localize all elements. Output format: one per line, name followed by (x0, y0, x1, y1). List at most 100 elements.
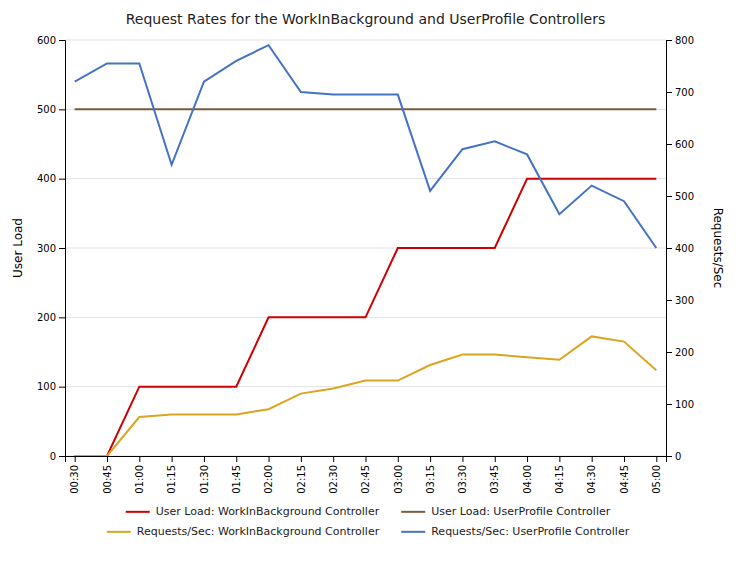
tick-label: 02:15 (296, 465, 307, 494)
legend-item: Requests/Sec: WorkInBackground Controlle… (107, 525, 380, 538)
tick: 03:30 (457, 456, 468, 494)
tick-label: 600 (675, 139, 694, 150)
tick: 01:15 (166, 456, 177, 494)
legend-label: User Load: UserProfile Controller (431, 505, 611, 518)
legend-swatch (401, 511, 425, 513)
tick: 400 (37, 173, 65, 184)
tick-label: 500 (37, 104, 56, 115)
tick-label: 00:30 (69, 465, 80, 494)
y2-axis: 0100200300400500600700800 (666, 35, 694, 462)
legend-swatch (401, 531, 425, 533)
tick-label: 04:00 (522, 465, 533, 494)
tick-label: 0 (50, 451, 56, 462)
tick: 02:15 (296, 456, 307, 494)
tick: 00:45 (102, 456, 113, 494)
tick-label: 01:30 (199, 465, 210, 494)
tick-mark (527, 456, 528, 462)
tick-label: 02:00 (263, 465, 274, 494)
tick-label: 600 (37, 35, 56, 46)
tick: 500 (37, 104, 65, 115)
tick-mark (398, 456, 399, 462)
tick-label: 100 (37, 381, 56, 392)
tick-mark (59, 456, 65, 457)
tick-mark (666, 456, 672, 457)
tick-label: 400 (37, 173, 56, 184)
tick: 03:00 (393, 456, 404, 494)
tick: 0 (50, 451, 65, 462)
tick-mark (430, 456, 431, 462)
tick: 04:30 (586, 456, 597, 494)
tick-mark (75, 456, 76, 462)
tick-mark (59, 109, 65, 110)
tick: 01:30 (199, 456, 210, 494)
tick: 01:00 (134, 456, 145, 494)
grid-line (65, 248, 666, 249)
legend-label: Requests/Sec: UserProfile Controller (431, 525, 629, 538)
tick: 800 (666, 35, 694, 46)
tick-mark (333, 456, 334, 462)
tick: 400 (666, 243, 694, 254)
axis-line (66, 457, 667, 463)
tick: 300 (37, 243, 65, 254)
tick: 100 (37, 381, 65, 392)
tick: 00:30 (69, 456, 80, 494)
tick-label: 04:45 (619, 465, 630, 494)
tick: 03:45 (489, 456, 500, 494)
tick: 0 (666, 451, 681, 462)
tick-mark (656, 456, 657, 462)
chart: 00:3000:4501:0001:1501:3001:4502:0002:15… (0, 0, 736, 566)
tick-label: 04:15 (554, 465, 565, 494)
legend: User Load: WorkInBackground ControllerUs… (107, 505, 630, 538)
x-axis: 00:3000:4501:0001:1501:3001:4502:0002:15… (66, 456, 667, 494)
tick: 04:00 (522, 456, 533, 494)
legend-swatch (107, 531, 131, 533)
legend-item: User Load: UserProfile Controller (401, 505, 611, 518)
tick-mark (666, 92, 672, 93)
legend-row: Requests/Sec: WorkInBackground Controlle… (107, 525, 630, 538)
tick-mark (59, 248, 65, 249)
tick-label: 05:00 (651, 465, 662, 494)
tick-mark (624, 456, 625, 462)
tick: 100 (666, 399, 694, 410)
tick: 02:30 (328, 456, 339, 494)
tick: 02:45 (360, 456, 371, 494)
tick-mark (666, 248, 672, 249)
tick-label: 700 (675, 87, 694, 98)
tick-mark (107, 456, 108, 462)
tick-label: 04:30 (586, 465, 597, 494)
tick-mark (269, 456, 270, 462)
tick: 04:15 (554, 456, 565, 494)
axis-line (667, 41, 673, 457)
tick-mark (59, 179, 65, 180)
tick-mark (172, 456, 173, 462)
y2-axis-title: Requests/Sec (711, 208, 725, 289)
tick-label: 01:15 (166, 465, 177, 494)
lines (75, 45, 657, 456)
tick-mark (559, 456, 560, 462)
tick-label: 03:00 (393, 465, 404, 494)
tick-mark (366, 456, 367, 462)
tick-label: 200 (675, 347, 694, 358)
tick-mark (204, 456, 205, 462)
tick-mark (666, 196, 672, 197)
tick: 600 (37, 35, 65, 46)
tick-mark (666, 144, 672, 145)
tick: 05:00 (651, 456, 662, 494)
tick-label: 0 (675, 451, 681, 462)
tick: 500 (666, 191, 694, 202)
tick-label: 02:30 (328, 465, 339, 494)
tick-mark (666, 352, 672, 353)
grid-line (65, 109, 666, 110)
tick-label: 300 (37, 243, 56, 254)
tick-mark (301, 456, 302, 462)
tick-mark (59, 387, 65, 388)
tick-mark (666, 40, 672, 41)
series-line (75, 108, 657, 110)
tick-mark (666, 404, 672, 405)
tick-label: 800 (675, 35, 694, 46)
tick: 03:15 (425, 456, 436, 494)
tick-mark (236, 456, 237, 462)
legend-row: User Load: WorkInBackground ControllerUs… (126, 505, 611, 518)
axis-line (59, 41, 66, 457)
legend-item: Requests/Sec: UserProfile Controller (401, 525, 629, 538)
